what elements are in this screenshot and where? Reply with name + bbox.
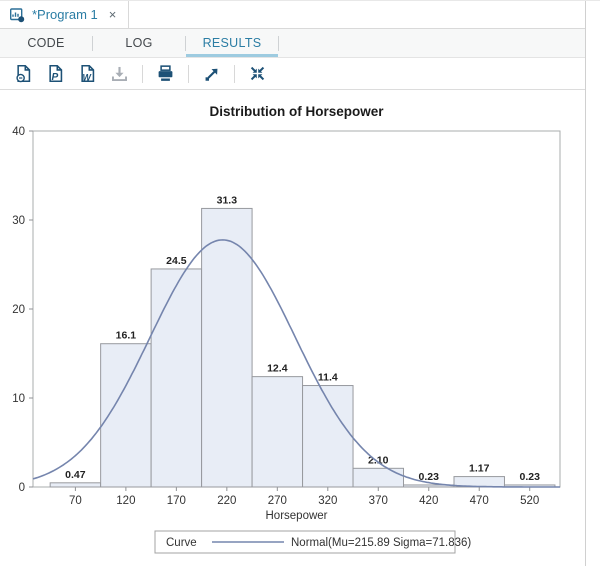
svg-text:W: W [83, 72, 93, 82]
print-icon [158, 65, 173, 81]
open-in-new-window-button[interactable] [198, 62, 225, 86]
svg-text:P: P [51, 72, 58, 83]
y-tick-label: 10 [12, 393, 25, 405]
collapse-button[interactable] [244, 62, 271, 86]
histogram-bar [201, 207, 253, 488]
x-tick-label: 320 [318, 495, 337, 507]
bar-value-label: 31.3 [217, 194, 238, 206]
download-icon [112, 66, 127, 81]
document-tab-program1[interactable]: *Program 1 × [0, 1, 130, 28]
tab-code[interactable]: CODE [27, 36, 65, 50]
open-in-new-window-icon [205, 68, 218, 81]
print-button[interactable] [152, 62, 179, 86]
toolbar-separator [142, 64, 143, 83]
tab-results[interactable]: RESULTS [186, 29, 278, 57]
x-tick-label: 120 [116, 495, 135, 507]
results-toolbar: P W [0, 58, 585, 90]
tab-separator [92, 35, 93, 51]
bar-value-label: 0.23 [419, 471, 440, 483]
view-tab-strip: CODE LOG RESULTS [0, 29, 585, 58]
x-tick-label: 70 [69, 495, 82, 507]
bar-value-label: 12.4 [267, 363, 288, 375]
x-tick-label: 520 [520, 495, 539, 507]
x-tick-label: 270 [268, 495, 287, 507]
histogram-bar [302, 385, 354, 488]
close-icon[interactable]: × [108, 7, 117, 22]
bar-value-label: 24.5 [166, 255, 187, 267]
download-html-file-button[interactable] [10, 62, 37, 86]
y-tick-label: 20 [12, 304, 25, 316]
results-chart: Distribution of Horsepower 0 10 20 30 40 70 120… [12, 104, 561, 554]
legend-box [154, 530, 456, 554]
toolbar-separator [234, 64, 235, 83]
bar-value-label: 16.1 [116, 330, 137, 342]
document-tab-title: *Program 1 [32, 7, 98, 22]
y-tick-label: 0 [19, 482, 25, 494]
tab-separator [185, 35, 186, 51]
download-rtf-file-icon: W [81, 65, 95, 82]
x-tick-label: 420 [419, 495, 438, 507]
bar-value-label: 0.47 [65, 469, 86, 481]
y-tick-label: 40 [12, 126, 25, 138]
histogram-bar [251, 376, 304, 488]
x-tick-label: 220 [217, 495, 236, 507]
collapse-icon [250, 66, 265, 81]
toolbar-separator [188, 64, 189, 83]
histogram-bar [49, 482, 102, 488]
y-tick-label: 30 [12, 215, 25, 227]
histogram-bar [150, 268, 203, 488]
results-panel: Distribution of Horsepower 0 10 20 30 40 70 120… [0, 95, 585, 565]
x-tick-label: 470 [470, 495, 489, 507]
legend-title: Curve [166, 537, 197, 549]
legend-entry: Normal(Mu=215.89 Sigma=71.836) [291, 537, 471, 549]
program-pane: *Program 1 × CODE LOG RESULTS [0, 1, 586, 566]
x-tick-label: 370 [369, 495, 388, 507]
bar-value-label: 1.17 [469, 463, 490, 475]
download-html-file-icon [16, 65, 31, 83]
histogram-bar [352, 467, 405, 488]
bar-value-label: 11.4 [318, 372, 338, 384]
download-pdf-file-icon: P [49, 65, 63, 83]
download-button[interactable] [106, 62, 133, 86]
program-file-icon [10, 7, 25, 22]
bar-value-label: 0.23 [519, 471, 540, 483]
tab-log[interactable]: LOG [125, 36, 153, 50]
download-rtf-file-button[interactable]: W [74, 62, 101, 86]
x-tick-label: 170 [167, 495, 186, 507]
document-tab-bar: *Program 1 × [0, 1, 585, 29]
normal-curve [32, 239, 560, 488]
tab-separator [278, 35, 279, 51]
chart-title: Distribution of Horsepower [209, 104, 384, 119]
x-axis-label: Horsepower [266, 510, 328, 522]
download-pdf-file-button[interactable]: P [42, 62, 69, 86]
